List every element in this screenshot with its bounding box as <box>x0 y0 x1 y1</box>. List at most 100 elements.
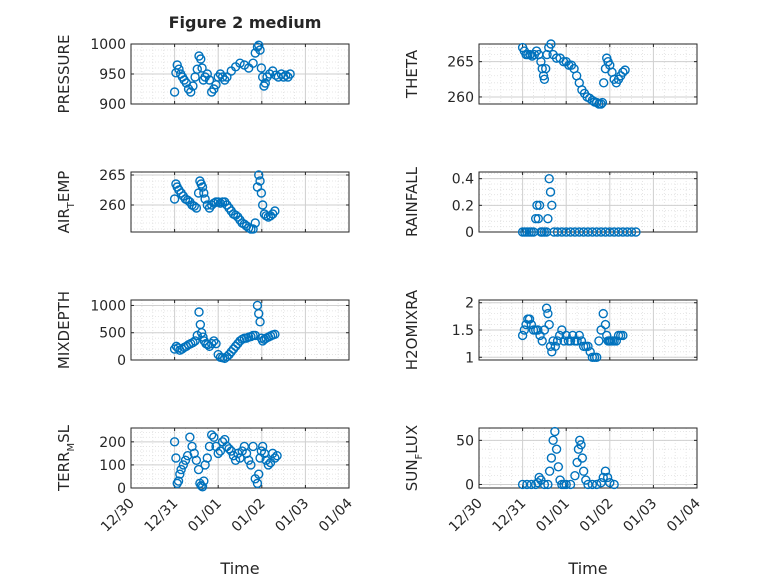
subplot-pressure: 900 950 1000 PRESSURE <box>55 35 350 113</box>
y-tick-label: 500 <box>99 326 126 342</box>
data-point <box>565 336 576 346</box>
data-point <box>176 464 186 475</box>
y-tick-label: 0 <box>117 353 126 369</box>
y-tick-label: 0.2 <box>452 198 474 214</box>
data-point <box>255 45 265 55</box>
data-point <box>550 341 560 352</box>
data-point <box>522 479 532 490</box>
data-point <box>596 99 606 109</box>
data-point <box>250 48 260 58</box>
y-tick-label: 950 <box>99 67 126 83</box>
data-point <box>189 201 199 211</box>
data-point <box>587 227 598 237</box>
data-point <box>263 460 274 470</box>
data-point <box>196 480 206 491</box>
data-point <box>188 81 198 91</box>
x-axis-label: Time <box>567 559 607 578</box>
x-tick-label: 01/02 <box>229 496 269 536</box>
data-point <box>596 478 606 488</box>
subplot-sun_flux: 0 50 SUNFLUX 12/30 12/31 01/01 01/02 01/03 01/04… <box>403 425 704 578</box>
subplot-terr_msl: 0 100 200 TERRMSL 12/30 12/31 01/01 01/02 01/03 0… <box>55 424 356 578</box>
data-point <box>587 479 598 490</box>
x-tick-label: 12/31 <box>142 496 182 536</box>
data-point <box>202 453 213 463</box>
data-point <box>548 336 558 346</box>
data-point <box>600 466 611 476</box>
data-point <box>182 450 193 461</box>
data-point <box>551 444 562 454</box>
data-point <box>285 69 295 79</box>
data-point <box>196 328 207 338</box>
data-point <box>572 457 582 468</box>
data-point <box>597 97 608 108</box>
data-point <box>270 206 280 216</box>
data-point <box>209 432 219 442</box>
data-point <box>548 435 558 446</box>
data-point <box>186 87 196 97</box>
data-point <box>574 227 584 237</box>
data-point <box>224 444 234 454</box>
data-point <box>199 476 209 486</box>
subplot-h2omixra: 1 1.5 2 H2OMIXRA <box>403 289 698 370</box>
y-tick-label: 0 <box>117 481 126 497</box>
data-point <box>618 67 628 77</box>
data-point <box>517 330 528 341</box>
data-point <box>215 446 226 456</box>
y-tick-label: 1000 <box>90 37 126 53</box>
x-tick-label: 01/01 <box>533 496 573 536</box>
data-point <box>202 69 213 79</box>
data-point <box>180 455 191 466</box>
data-point <box>570 227 580 237</box>
x-tick-label: 01/01 <box>185 496 225 536</box>
data-point <box>605 478 615 488</box>
data-point <box>262 72 272 82</box>
data-point <box>191 455 202 466</box>
data-point <box>171 453 181 463</box>
y-label-subscript: M <box>66 443 77 452</box>
figure-title: Figure 2 medium <box>169 13 322 32</box>
data-point <box>526 479 537 490</box>
y-tick-label: 1.5 <box>452 323 474 339</box>
data-point <box>546 453 557 463</box>
data-point <box>272 450 282 461</box>
data-point <box>536 56 546 67</box>
y-label-subscript: F <box>414 453 425 459</box>
y-tick-label: 100 <box>99 458 126 474</box>
x-axis-label: Time <box>219 559 259 578</box>
data-point <box>257 441 268 452</box>
data-point <box>197 182 208 192</box>
data-point <box>532 200 542 211</box>
x-tick-label: 12/31 <box>490 496 530 536</box>
y-label-tail: LUX <box>403 425 421 454</box>
data-point <box>541 64 551 74</box>
data-point <box>631 227 641 237</box>
x-tick-label: 01/04 <box>664 495 704 535</box>
y-axis-label: AIRTEMP <box>55 171 77 234</box>
y-tick-label: 2 <box>465 296 474 312</box>
data-point <box>574 330 584 341</box>
data-point <box>581 475 591 485</box>
data-point <box>613 227 624 237</box>
y-tick-label: 265 <box>99 168 126 184</box>
y-axis-label: MIXDEPTH <box>55 291 73 369</box>
y-tick-label: 260 <box>99 198 126 214</box>
data-point <box>605 227 615 237</box>
data-point <box>583 479 593 490</box>
data-point <box>178 460 189 470</box>
data-point <box>260 78 270 88</box>
data-point <box>248 58 258 68</box>
data-point <box>565 479 576 490</box>
data-point <box>561 479 571 490</box>
data-point <box>191 203 202 213</box>
y-tick-label: 0 <box>465 477 474 493</box>
y-tick-label: 1000 <box>90 298 126 314</box>
data-point <box>175 469 185 479</box>
data-point <box>622 227 632 237</box>
data-point <box>209 336 219 346</box>
data-point <box>547 200 557 211</box>
y-tick-label: 0 <box>465 225 474 241</box>
data-point <box>561 227 571 237</box>
y-tick-label: 200 <box>99 435 126 451</box>
data-point <box>534 200 545 211</box>
